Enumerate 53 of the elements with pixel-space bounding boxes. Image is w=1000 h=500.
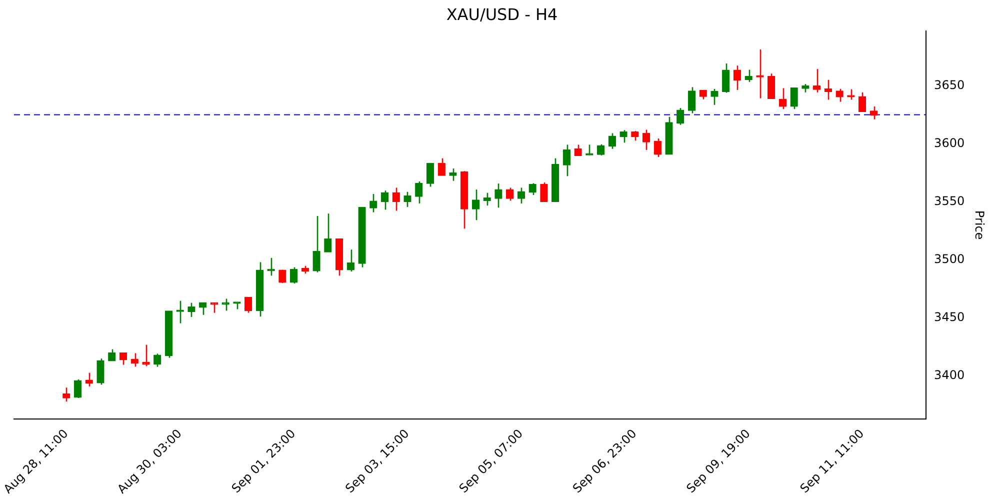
candlestick	[449, 168, 457, 182]
candlestick	[631, 130, 639, 142]
candlestick	[540, 182, 548, 202]
candlestick	[278, 269, 286, 284]
candlestick	[483, 192, 491, 206]
candlestick	[870, 106, 878, 120]
candlestick	[130, 352, 138, 368]
candlestick	[62, 386, 70, 402]
candlestick	[768, 72, 776, 100]
candlestick	[415, 180, 423, 204]
candlestick	[710, 88, 718, 106]
candlestick	[392, 187, 400, 212]
candlestick	[199, 302, 207, 316]
y-tick-label: 3650	[934, 78, 965, 92]
candlestick	[210, 302, 218, 314]
candlestick	[346, 248, 354, 272]
candlestick	[188, 302, 196, 318]
candlestick	[836, 88, 844, 102]
candlestick	[858, 92, 866, 112]
y-tick-label: 3400	[934, 368, 965, 382]
candlestick	[517, 187, 526, 204]
chart-title: XAU/USD - H4	[446, 4, 558, 24]
candlestick	[324, 212, 332, 253]
candlestick	[438, 158, 446, 176]
candlestick	[222, 298, 230, 312]
y-tick-label: 3500	[934, 252, 965, 266]
candlestick	[812, 68, 821, 94]
candlestick	[778, 88, 787, 110]
candlestick	[142, 344, 150, 367]
candlestick	[244, 296, 252, 314]
candlestick	[790, 87, 798, 110]
candlestick	[494, 182, 502, 208]
y-tick-label: 3600	[934, 136, 965, 150]
candlestick	[312, 215, 320, 273]
candlestick	[96, 358, 104, 386]
candlestick	[654, 138, 662, 158]
candlestick	[688, 86, 696, 114]
candlestick	[426, 162, 434, 188]
y-tick-label: 3550	[934, 194, 965, 208]
candlestick	[290, 266, 298, 284]
candlestick	[74, 378, 82, 399]
candlestick	[824, 79, 832, 100]
candlestick	[472, 188, 480, 221]
candlestick	[620, 129, 628, 144]
candlestick	[744, 69, 752, 83]
y-axis-title: Price	[972, 210, 987, 240]
candlestick	[676, 107, 684, 126]
candlestick	[562, 144, 571, 177]
candlestick	[722, 62, 730, 94]
candlestick	[267, 257, 275, 276]
candlestick	[404, 191, 412, 208]
y-tick-label: 3450	[934, 310, 965, 324]
candlestick	[370, 193, 378, 213]
